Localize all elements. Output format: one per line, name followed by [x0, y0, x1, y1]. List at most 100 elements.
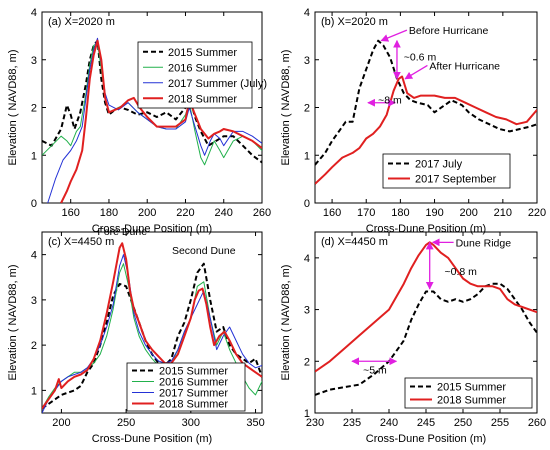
x-tick-label: 250	[117, 417, 135, 429]
legend-label: 2016 Summer	[168, 62, 237, 74]
x-tick-label: 350	[246, 417, 264, 429]
annotation-arrow	[404, 64, 428, 80]
legend-label: 2018 Summer	[437, 395, 506, 407]
y-tick-label: 2	[31, 340, 37, 352]
legend: 2015 Summer 2016 Summer 2017 Summer (July)…	[137, 41, 267, 109]
x-tick-label: 260	[528, 417, 546, 429]
x-tick-label: 160	[62, 207, 80, 219]
series-line	[60, 39, 262, 203]
series-line	[42, 242, 262, 410]
annotation-label: ~0.8 m	[445, 266, 478, 278]
y-tick-label: 1	[31, 385, 37, 397]
y-tick-label: 3	[304, 305, 310, 317]
legend-box	[404, 377, 533, 409]
panel-label: (d) X=4450 m	[321, 236, 388, 248]
x-tick-label: 190	[425, 207, 443, 219]
annotation-label: Dune Ridge	[456, 237, 512, 249]
series-group	[42, 242, 262, 413]
x-tick-label: 260	[253, 207, 271, 219]
x-tick-label: 240	[215, 207, 233, 219]
x-tick-label: 235	[343, 417, 361, 429]
series-line	[315, 282, 537, 396]
y-axis-title: Elevation ( NAVD88, m)	[280, 265, 292, 381]
y-tick-label: 3	[31, 295, 37, 307]
series-line	[315, 241, 537, 373]
x-tick-label: 300	[182, 417, 200, 429]
chart-panel-4: 230 235 240 245 250 255 260 1 2 3 4 Cross-Dune Posi…	[280, 231, 546, 445]
series-group	[315, 241, 537, 396]
y-tick-label: 2	[304, 103, 310, 115]
legend-box	[382, 153, 511, 189]
y-axis-title: Elevation ( NAVD88, m)	[7, 50, 19, 166]
series-group	[315, 39, 537, 185]
x-tick-label: 220	[528, 207, 546, 219]
legend-label: 2018 Summer	[168, 93, 237, 105]
legend-label: 2017 July	[415, 159, 463, 171]
x-tick-label: 170	[357, 207, 375, 219]
x-tick-label: 210	[494, 207, 512, 219]
x-tick-label: 255	[491, 417, 509, 429]
annotation-label: Second Dune	[172, 245, 236, 257]
y-tick-label: 0	[31, 198, 37, 210]
legend: 2017 July 2017 September	[382, 153, 511, 189]
y-tick-label: 3	[31, 55, 37, 67]
series-line	[315, 75, 537, 185]
panel-label: (b) X=2020 m	[321, 16, 388, 28]
x-tick-label: 230	[306, 417, 324, 429]
legend-label: 2017 Summer	[159, 388, 228, 400]
x-tick-label: 200	[138, 207, 156, 219]
panel-label: (a) X=2020 m	[48, 16, 115, 28]
y-tick-label: 4	[31, 250, 37, 262]
y-tick-label: 2	[304, 356, 310, 368]
y-tick-label: 1	[304, 150, 310, 162]
legend-label: 2017 Summer (July)	[168, 78, 267, 90]
plot-frame	[41, 231, 263, 414]
x-tick-label: 240	[380, 417, 398, 429]
y-axis-title: Elevation ( NAVD88, m)	[7, 265, 19, 381]
series-group	[42, 37, 262, 203]
y-tick-label: 4	[304, 253, 310, 265]
y-tick-label: 0	[304, 198, 310, 210]
annotation-arrow	[380, 29, 408, 42]
annotation-label: Fore Dune	[97, 226, 147, 238]
x-tick-label: 245	[417, 417, 435, 429]
series-line	[315, 39, 537, 166]
x-tick-label: 220	[176, 207, 194, 219]
y-tick-label: 1	[31, 150, 37, 162]
legend-label: 2017 September	[415, 174, 497, 186]
panel-label: (c) X=4450 m	[48, 236, 114, 248]
series-line	[42, 39, 262, 164]
x-axis-title: Cross-Dune Position (m)	[92, 433, 212, 445]
y-tick-label: 3	[304, 55, 310, 67]
y-tick-label: 2	[31, 103, 37, 115]
legend-label: 2018 Summer	[159, 399, 228, 411]
y-tick-label: 1	[304, 408, 310, 420]
annotation-label: After Hurricane	[429, 60, 500, 72]
x-tick-label: 180	[391, 207, 409, 219]
annotation-label: ~5 m	[363, 365, 387, 377]
annotation-label: ~0.6 m	[404, 51, 437, 63]
legend-label: 2015 Summer	[159, 366, 228, 378]
x-tick-label: 180	[100, 207, 118, 219]
legend-label: 2015 Summer	[437, 382, 506, 394]
x-tick-label: 200	[460, 207, 478, 219]
y-axis-title: Elevation ( NAVD88, m)	[280, 50, 292, 166]
chart-panel-3: 200 250 300 350 1 2 3 4 Cross-Dune Position (m) E…	[7, 226, 265, 445]
series-line	[42, 254, 262, 413]
y-tick-label: 4	[31, 7, 37, 19]
x-axis-title: Cross-Dune Position (m)	[366, 433, 486, 445]
x-tick-label: 200	[52, 417, 70, 429]
annotation-label: Before Hurricane	[409, 25, 489, 37]
y-tick-label: 4	[304, 7, 310, 19]
x-tick-label: 160	[323, 207, 341, 219]
series-line	[47, 37, 262, 203]
annotation-label: ~8 m	[378, 94, 402, 106]
x-tick-label: 250	[454, 417, 472, 429]
legend-label: 2016 Summer	[159, 377, 228, 389]
legend-box	[137, 41, 253, 109]
